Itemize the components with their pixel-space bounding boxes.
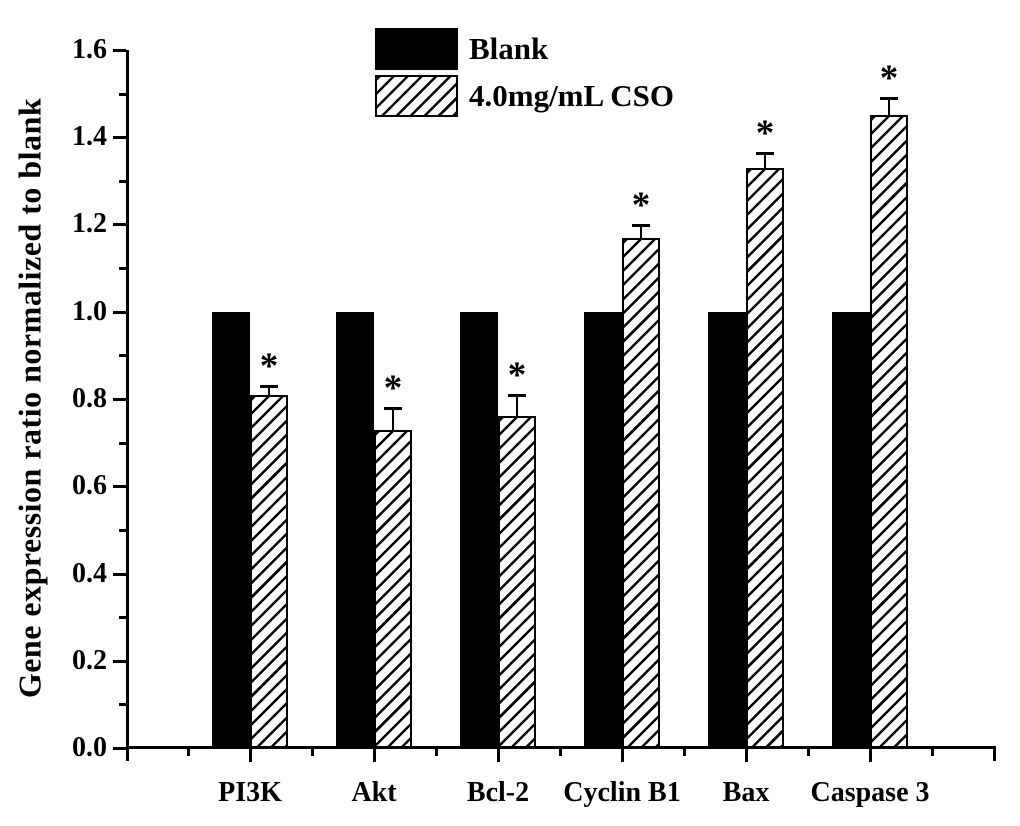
y-tick-major [113,311,126,314]
x-tick-minor [559,749,562,756]
y-tick-minor [119,529,126,532]
y-tick-label: 0.4 [72,558,107,589]
x-category-label: Cyclin B1 [563,777,681,808]
y-tick-label: 1.2 [72,208,107,239]
y-axis-line [126,50,129,761]
x-category-label: Bax [722,777,770,808]
error-bar-whisker [392,408,394,432]
x-tick-major [373,749,376,762]
x-tick-major [621,749,624,762]
y-tick-major [113,136,126,139]
bar-4-0mg-ml-cso-bax [746,168,784,748]
x-category-label: Bcl-2 [466,777,530,808]
significance-star: * [259,346,279,387]
legend-swatch-hatch-icon [375,75,458,117]
y-tick-label: 0.6 [72,470,107,501]
y-tick-major [113,49,126,52]
legend: Blank 4.0mg/mL CSO [375,28,674,122]
x-axis-line [126,746,996,749]
y-tick-label: 0.0 [72,732,107,763]
y-tick-major [113,747,126,750]
error-bar-whisker [516,395,518,418]
error-bar-cap [880,97,898,100]
error-bar-whisker [268,386,270,397]
x-tick-major [249,749,252,762]
bar-4-0mg-ml-cso-cyclin-b1 [622,238,660,748]
significance-star: * [879,58,899,99]
y-tick-label: 1.4 [72,121,107,152]
x-axis-end-tick [993,746,996,761]
error-bar-whisker [888,98,890,117]
error-bar-cap [756,152,774,155]
y-tick-major [113,223,126,226]
x-tick-major [869,749,872,762]
error-bar-cap [632,224,650,227]
y-tick-minor [119,703,126,706]
y-tick-major [113,660,126,663]
legend-swatch-solid-icon [375,28,458,70]
error-bar-cap [260,385,278,388]
x-tick-major [497,749,500,762]
error-bar-cap [508,394,526,397]
legend-label-blank: Blank [469,31,549,66]
error-bar-whisker [640,225,642,240]
y-tick-major [113,485,126,488]
bar-blank-caspase-3 [832,312,870,748]
significance-star: * [631,185,651,226]
bar-blank-cyclin-b1 [584,312,622,748]
significance-star: * [755,113,775,154]
bar-4-0mg-ml-cso-caspase-3 [870,115,908,748]
y-tick-minor [119,354,126,357]
x-tick-major [745,749,748,762]
significance-star: * [383,368,403,409]
x-category-label: PI3K [218,777,282,808]
bar-4-0mg-ml-cso-akt [374,430,412,748]
y-tick-label: 1.0 [72,296,107,327]
legend-item-blank: Blank [375,28,674,70]
significance-star: * [507,355,527,396]
y-tick-major [113,398,126,401]
y-tick-label: 0.8 [72,383,107,414]
x-tick-minor [311,749,314,756]
x-tick-minor [187,749,190,756]
error-bar-cap [384,407,402,410]
x-tick-minor [683,749,686,756]
y-tick-major [113,573,126,576]
x-category-label: Akt [351,777,397,808]
y-tick-minor [119,180,126,183]
x-tick-minor [435,749,438,756]
bar-blank-pi3k [212,312,250,748]
y-tick-minor [119,442,126,445]
bar-blank-akt [336,312,374,748]
legend-item-cso: 4.0mg/mL CSO [375,75,674,117]
y-tick-minor [119,267,126,270]
y-tick-minor [119,93,126,96]
bar-blank-bcl-2 [460,312,498,748]
y-tick-label: 0.2 [72,645,107,676]
bar-4-0mg-ml-cso-pi3k [250,395,288,748]
x-tick-minor [807,749,810,756]
legend-label-cso: 4.0mg/mL CSO [469,78,674,113]
x-tick-minor [931,749,934,756]
bar-4-0mg-ml-cso-bcl-2 [498,416,536,748]
y-tick-minor [119,616,126,619]
error-bar-whisker [764,153,766,170]
x-category-label: Caspase 3 [810,777,930,808]
y-tick-label: 1.6 [72,34,107,65]
bar-blank-bax [708,312,746,748]
